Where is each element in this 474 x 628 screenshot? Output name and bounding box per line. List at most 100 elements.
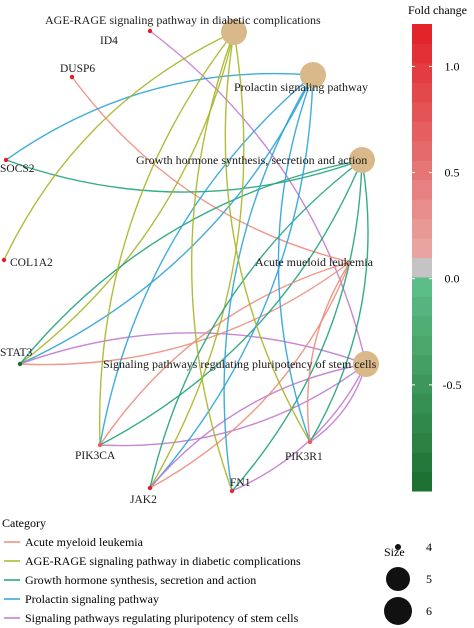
- edge-col1a2-age: [3, 31, 235, 261]
- gene-node-dusp6: [69, 74, 75, 80]
- colorbar-segment: [412, 257, 432, 278]
- colorbar-segment: [412, 101, 432, 122]
- pathway-label-prl: Prolactin signaling pathway: [234, 80, 368, 94]
- size-legend-label: 6: [426, 604, 432, 618]
- gene-node-stat3: [17, 361, 23, 367]
- edge-fn1-gh: [231, 159, 363, 492]
- category-legend-label: Signaling pathways regulating pluripoten…: [25, 611, 299, 625]
- pathway-node-gh: [349, 147, 375, 173]
- category-legend-label: Growth hormone synthesis, secretion and …: [25, 573, 256, 587]
- edge-pik3ca-prl: [99, 74, 314, 446]
- category-legend: Category Acute myeloid leukemia AGE-RAGE …: [2, 516, 301, 625]
- edge-fn1-prl: [223, 74, 314, 492]
- size-legend-title: Size: [384, 545, 405, 559]
- edge-socs2-gh: [5, 159, 363, 193]
- pathway-node-plu: [353, 351, 379, 377]
- size-legend-label: 4: [426, 540, 432, 554]
- colorbar-segment: [412, 140, 432, 161]
- gene-label-dusp6: DUSP6: [60, 63, 95, 75]
- edge-pik3r1-gh: [309, 159, 369, 443]
- gene-node-pik3r1: [307, 439, 313, 445]
- edge-id4-plu: [149, 30, 367, 365]
- colorbar-segment: [412, 199, 432, 220]
- colorbar-segment: [412, 82, 432, 103]
- category-legend-items: Acute myeloid leukemia AGE-RAGE signaling…: [4, 535, 301, 625]
- colorbar-segment: [412, 413, 432, 434]
- colorbar-segment: [412, 374, 432, 395]
- pathway-label-age: AGE-RAGE signaling pathway in diabetic c…: [45, 13, 321, 27]
- size-legend-items: 4 5 6: [384, 540, 432, 625]
- edge-fn1-plu: [231, 363, 367, 492]
- edge-stat3-plu: [19, 332, 367, 365]
- gene-label-col1a2: COL1A2: [10, 257, 53, 269]
- edge-jak2-gh: [149, 159, 363, 489]
- colorbar-segment: [412, 238, 432, 258]
- category-legend-label: AGE-RAGE signaling pathway in diabetic c…: [25, 554, 301, 568]
- colorbar-ticks: 1.0 0.5 0.0 -0.5: [412, 59, 462, 392]
- edge-pik3r1-aml: [306, 261, 351, 443]
- gene-label-id4: ID4: [100, 35, 118, 47]
- edge-jak2-plu: [149, 363, 367, 489]
- pathway-label-aml: Acute mueloid leukemia: [255, 255, 374, 269]
- size-legend: Size 4 5 6: [384, 540, 432, 625]
- edge-pik3ca-age: [98, 31, 235, 446]
- gene-label-jak2: JAK2: [130, 494, 157, 506]
- gene-label-pik3r1: PIK3R1: [285, 451, 323, 463]
- size-legend-marker: [384, 597, 412, 625]
- fold-change-colorbar: Fold change 1.0 0.5 0.0 -0.5: [408, 3, 467, 492]
- edge-jak2-prl: [149, 74, 314, 489]
- size-legend-label: 5: [426, 572, 432, 586]
- colorbar-segment: [412, 296, 432, 317]
- colorbar-segment: [412, 121, 432, 142]
- gene-node-jak2: [147, 485, 153, 491]
- colorbar-tick-label: 1.0: [445, 59, 460, 73]
- edge-stat3-gh: [19, 159, 363, 365]
- pathway-label-plu: Signaling pathways regulating pluripoten…: [103, 357, 377, 371]
- colorbar-segment: [412, 432, 432, 453]
- category-legend-title: Category: [2, 516, 46, 530]
- colorbar-segment: [412, 218, 432, 239]
- nodes-layer: [1, 19, 379, 494]
- category-legend-label: Acute myeloid leukemia: [25, 535, 144, 549]
- colorbar-segment: [412, 393, 432, 414]
- edge-pik3ca-aml: [99, 261, 351, 446]
- gene-label-socs2: SOCS2: [0, 163, 35, 175]
- edge-stat3-prl: [19, 74, 314, 365]
- gene-node-fn1: [229, 488, 235, 494]
- edge-jak2-age: [149, 31, 245, 489]
- edges-layer: [3, 30, 369, 492]
- edge-pik3r1-prl: [277, 74, 314, 443]
- colorbar-segment: [412, 354, 432, 375]
- colorbar-segment: [412, 276, 432, 297]
- colorbar-segment: [412, 179, 432, 200]
- colorbar-segment: [412, 471, 432, 492]
- edge-pik3r1-age: [224, 31, 311, 443]
- gene-label-pik3ca: PIK3CA: [75, 450, 116, 462]
- colorbar-segment: [412, 335, 432, 356]
- colorbar-segment: [412, 315, 432, 336]
- pathway-node-age: [221, 19, 247, 45]
- colorbar-segment: [412, 24, 432, 44]
- edge-fn1-age: [190, 31, 235, 492]
- gene-node-col1a2: [1, 257, 7, 263]
- gene-label-fn1: FN1: [230, 477, 251, 489]
- size-legend-marker: [386, 567, 410, 591]
- colorbar-title: Fold change: [408, 3, 467, 17]
- pathway-label-gh: Growth hormone synthesis, secretion and …: [136, 153, 367, 167]
- labels-layer: AGE-RAGE signaling pathway in diabetic c…: [0, 13, 377, 506]
- edge-jak2-aml: [149, 261, 351, 489]
- colorbar-segment: [412, 160, 432, 181]
- colorbar-gradient: [412, 24, 432, 492]
- colorbar-tick-label: -0.5: [443, 378, 462, 392]
- colorbar-segment: [412, 43, 432, 64]
- colorbar-segment: [412, 452, 432, 473]
- gene-node-socs2: [3, 157, 9, 163]
- edge-socs2-prl: [5, 72, 314, 161]
- colorbar-tick-label: 0.5: [445, 166, 460, 180]
- size-legend-marker: [395, 544, 401, 550]
- gene-node-id4: [147, 28, 153, 34]
- colorbar-segment: [412, 62, 432, 83]
- gene-label-stat3: STAT3: [0, 347, 33, 359]
- category-legend-label: Prolactin signaling pathway: [25, 592, 159, 606]
